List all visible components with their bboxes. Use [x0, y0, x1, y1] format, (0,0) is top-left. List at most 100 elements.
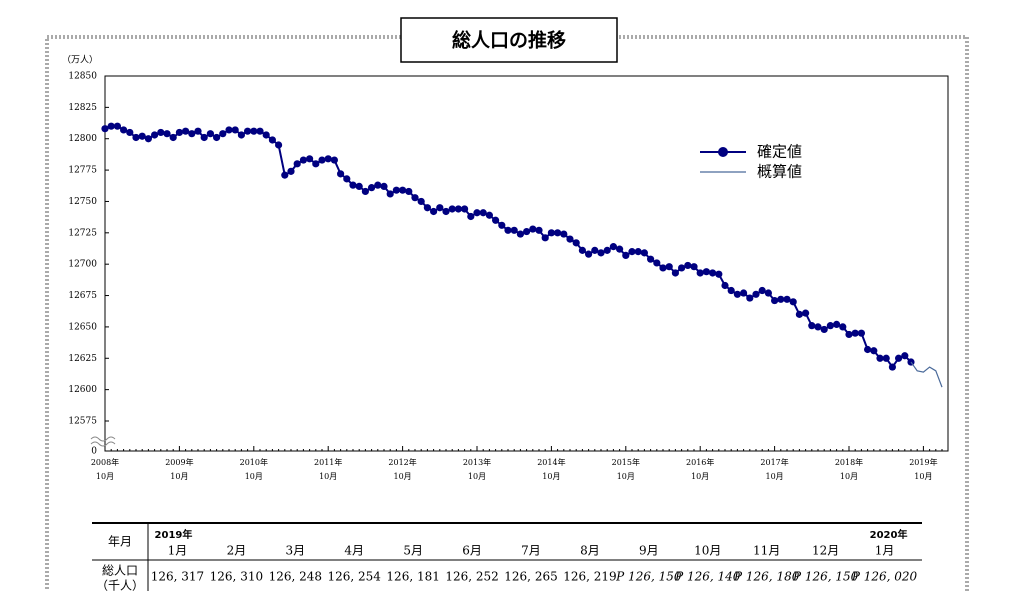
table-cell: 126, 248 — [269, 570, 322, 584]
data-point — [659, 264, 667, 272]
column-month: 5月 — [403, 544, 423, 558]
table-cell: 126, 219 — [563, 570, 616, 584]
data-point — [461, 205, 469, 213]
data-point — [411, 194, 419, 202]
data-point — [256, 127, 264, 135]
data-point — [888, 363, 897, 371]
data-point — [101, 125, 109, 133]
data-point — [448, 205, 456, 213]
x-tick-label: 2010年 — [240, 457, 268, 467]
data-point — [684, 261, 692, 270]
column-month: 7月 — [521, 544, 541, 558]
x-tick-label: 2017年 — [760, 457, 788, 467]
data-point — [244, 127, 252, 135]
row-label: （千人） — [96, 579, 144, 591]
x-tick-label: 10月 — [394, 472, 412, 481]
data-point — [231, 126, 239, 134]
data-point — [120, 126, 128, 134]
data-point — [665, 263, 673, 271]
x-tick-label: 10月 — [319, 472, 337, 481]
data-point — [368, 184, 376, 192]
data-point — [882, 354, 890, 362]
data-point — [287, 167, 295, 175]
data-point — [175, 128, 183, 137]
legend-marker — [718, 147, 728, 157]
data-point — [299, 156, 307, 164]
data-point — [163, 130, 171, 138]
data-point — [169, 133, 177, 142]
data-point — [188, 130, 196, 138]
axis-break — [90, 436, 116, 447]
x-tick-label: 10月 — [542, 472, 560, 481]
y-tick-label: 12600 — [68, 385, 97, 395]
data-point — [628, 248, 636, 256]
x-tick-label: 2014年 — [537, 457, 565, 467]
data-point — [516, 230, 525, 238]
data-point — [585, 250, 593, 258]
data-point — [485, 211, 493, 219]
y-tick-label: 12700 — [68, 260, 97, 270]
data-point — [504, 226, 512, 234]
row-label: 総人口 — [102, 564, 138, 578]
data-point — [845, 330, 853, 339]
data-point — [281, 171, 289, 179]
x-tick-label: 2012年 — [388, 457, 416, 467]
data-point — [715, 270, 723, 278]
column-month: 12月 — [812, 544, 839, 558]
data-point — [795, 310, 804, 318]
column-month: 10月 — [694, 544, 721, 558]
table-cell: 126, 310 — [210, 570, 263, 584]
data-point — [479, 209, 487, 217]
x-tick-label: 10月 — [96, 472, 114, 481]
x-tick-label: 10月 — [170, 472, 188, 481]
column-month: 11月 — [753, 544, 780, 558]
data-point — [671, 269, 680, 277]
data-point — [225, 126, 233, 134]
y-tick-label: 0 — [91, 447, 97, 457]
x-tick-label: 10月 — [766, 472, 784, 481]
data-point — [523, 227, 531, 236]
data-point — [492, 216, 500, 224]
data-point — [758, 286, 766, 295]
data-point — [206, 130, 214, 138]
data-point — [591, 246, 599, 254]
legend-label: 確定値 — [757, 143, 802, 161]
frame-border — [45, 35, 969, 591]
data-point — [814, 323, 822, 331]
column-year: 2020年 — [870, 528, 908, 541]
x-tick-label: 2009年 — [165, 457, 193, 467]
data-point — [857, 329, 866, 337]
y-tick-label: 12750 — [68, 197, 97, 207]
data-point — [213, 133, 221, 142]
data-point — [895, 354, 903, 362]
data-point — [566, 235, 574, 243]
x-tick-label: 10月 — [245, 472, 263, 481]
table-cell: P 126, 180 — [733, 570, 800, 584]
x-tick-label: 10月 — [914, 472, 932, 481]
data-point — [330, 156, 338, 164]
y-unit: （万人） — [62, 55, 98, 66]
data-point — [250, 127, 258, 135]
data-point — [678, 264, 686, 272]
series-line — [910, 361, 943, 388]
data-point — [392, 186, 400, 194]
data-point — [219, 130, 227, 138]
data-point — [541, 234, 549, 242]
data-point — [473, 209, 481, 217]
data-point — [616, 245, 624, 253]
data-point — [876, 354, 884, 362]
data-point — [182, 127, 190, 135]
table-cell: 126, 181 — [386, 570, 439, 584]
column-month: 3月 — [285, 544, 305, 558]
data-point — [436, 204, 444, 212]
y-tick-label: 12800 — [68, 134, 97, 144]
title-box — [400, 17, 618, 63]
data-point — [467, 212, 475, 221]
data-point — [430, 207, 438, 216]
column-month: 8月 — [580, 544, 600, 558]
table-corner: 年月 — [108, 535, 132, 549]
x-tick-label: 10月 — [840, 472, 858, 481]
column-month: 9月 — [639, 544, 659, 558]
x-tick-label: 10月 — [691, 472, 709, 481]
data-point — [833, 320, 841, 328]
